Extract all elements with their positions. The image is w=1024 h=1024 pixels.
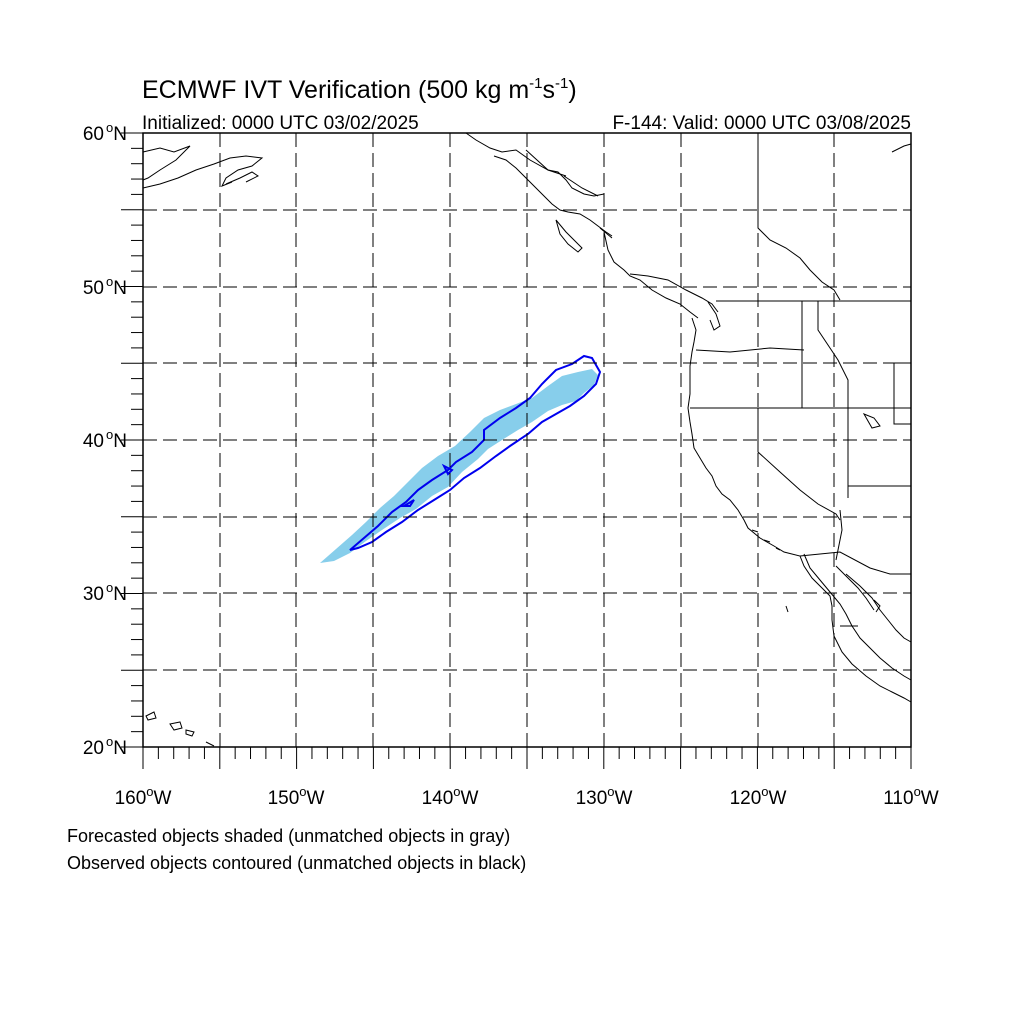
lon-label: 120oW bbox=[730, 784, 787, 809]
valid-label: F-144: Valid: 0000 UTC 03/08/2025 bbox=[612, 113, 911, 134]
lon-label: 110oW bbox=[883, 784, 939, 809]
latitude-labels: 60 oN 50 oN 40 oN 30 oN 20 oN bbox=[83, 120, 127, 759]
lon-label: 160oW bbox=[115, 784, 172, 809]
lat-label: 30 bbox=[83, 584, 104, 605]
observed-note: Observed objects contoured (unmatched ob… bbox=[67, 853, 526, 873]
lat-label-suffix: oN bbox=[106, 120, 127, 145]
lat-label-suffix: oN bbox=[106, 734, 127, 759]
map-title: ECMWF IVT Verification (500 kg m-1s-1) bbox=[142, 75, 577, 104]
lat-label: 40 bbox=[83, 431, 104, 452]
lon-label: 130oW bbox=[576, 784, 633, 809]
lon-label: 140oW bbox=[422, 784, 479, 809]
lat-label: 20 bbox=[83, 738, 104, 759]
longitude-labels: 160oW 150oW 140oW 130oW 120oW 110oW bbox=[115, 784, 939, 809]
lat-label-suffix: oN bbox=[106, 580, 127, 605]
lat-label-suffix: oN bbox=[106, 274, 127, 299]
initialized-label: Initialized: 0000 UTC 03/02/2025 bbox=[142, 113, 419, 134]
lat-label: 50 bbox=[83, 278, 104, 299]
forecast-note: Forecasted objects shaded (unmatched obj… bbox=[67, 826, 510, 846]
tick-marks bbox=[121, 132, 912, 769]
political-borders bbox=[525, 133, 911, 627]
observed-object-contour bbox=[349, 354, 602, 551]
graticule bbox=[143, 133, 911, 747]
coastlines bbox=[142, 132, 912, 747]
forecast-object-shaded bbox=[320, 369, 598, 563]
lon-label: 150oW bbox=[268, 784, 325, 809]
lat-label-suffix: oN bbox=[106, 427, 127, 452]
lat-label: 60 bbox=[83, 124, 104, 145]
